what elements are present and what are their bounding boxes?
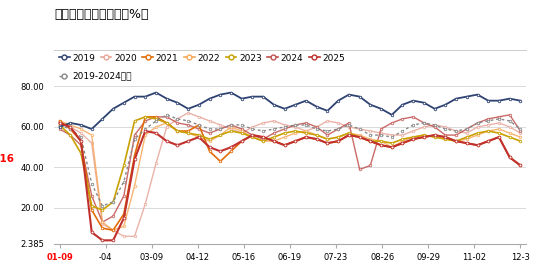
Legend: 2019, 2020, 2021, 2022, 2023, 2024, 2025: 2019, 2020, 2021, 2022, 2023, 2024, 2025	[59, 53, 345, 62]
Text: 62.16: 62.16	[0, 153, 14, 164]
Legend: 2019-2024均值: 2019-2024均值	[59, 72, 132, 81]
Text: 全钢轮胎产能利用率（%）: 全钢轮胎产能利用率（%）	[54, 8, 149, 21]
